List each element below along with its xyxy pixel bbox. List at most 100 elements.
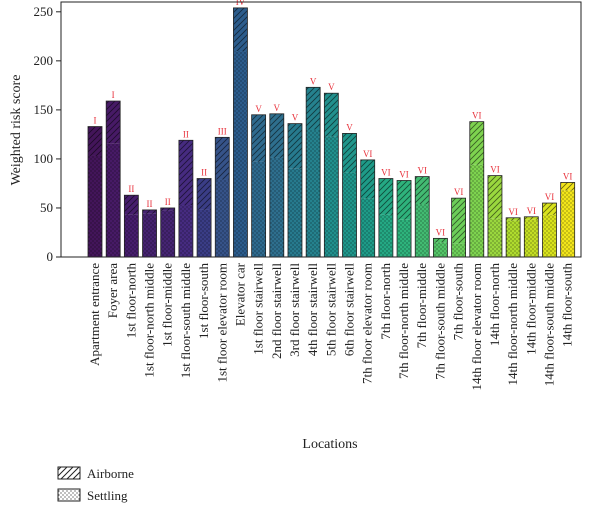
x-axis-title: Locations [302, 437, 357, 452]
plot-frame [60, 1, 582, 258]
bar-group: III [214, 126, 230, 258]
bar-group: II [160, 197, 176, 258]
x-tick-label: 14th floor elevator room [469, 263, 484, 390]
legend: Airborne Settling [57, 466, 134, 503]
risk-level-label: V [328, 82, 335, 92]
bar-airborne-texture [415, 176, 430, 205]
x-tick-label: 14th floor-middle [523, 263, 538, 355]
bar-settling-texture [215, 179, 230, 257]
x-tick-label: 1st floor-middle [160, 263, 175, 347]
x-tick-label: 4th floor stairwell [305, 263, 320, 357]
bar-group: VI [469, 111, 485, 258]
bar-group: VI [542, 192, 557, 258]
bar-airborne-texture [360, 159, 375, 199]
bar-group: IV [233, 0, 248, 258]
risk-level-label: V [346, 122, 353, 132]
risk-level-label: VI [436, 227, 446, 237]
bar-settling-texture [451, 243, 466, 257]
y-tick-label: 150 [34, 102, 54, 117]
risk-level-label: V [292, 113, 299, 123]
bar-settling-texture [178, 205, 193, 257]
bar-airborne-texture [397, 180, 412, 220]
bar-group: VI [360, 149, 376, 258]
risk-level-label: VI [381, 168, 391, 178]
x-tick-label: 1st floor stairwell [251, 263, 266, 355]
bar-settling-texture [142, 213, 157, 257]
y-axis-title: Weighted risk score [9, 75, 24, 186]
bar-airborne-texture [215, 137, 230, 180]
risk-level-label: II [201, 168, 207, 178]
bar-settling-texture [433, 242, 448, 257]
risk-level-label: II [128, 184, 134, 194]
bar-airborne-texture [506, 217, 521, 221]
x-tick-label: 7th floor elevator room [360, 263, 375, 384]
risk-level-label: IV [236, 0, 246, 7]
bar-airborne-texture [306, 87, 321, 130]
x-tick-label: 1st floor-south [196, 263, 211, 339]
bar-settling-texture [88, 155, 102, 257]
bar-settling-texture [160, 210, 175, 257]
bar-airborne-texture [378, 178, 393, 215]
risk-level-label: II [147, 199, 153, 209]
bar-group: V [323, 82, 339, 258]
bar-settling-texture [106, 143, 121, 257]
bar-group: VI [378, 168, 394, 258]
bar-group: I [105, 90, 121, 258]
x-tick-label: 14th floor-north [487, 263, 502, 347]
risk-level-label: I [112, 90, 115, 100]
bar-settling-texture [342, 172, 357, 257]
y-tick-label: 0 [47, 249, 54, 264]
bar-group: II [196, 168, 212, 258]
legend-label-airborne: Airborne [87, 466, 134, 481]
bar-group: VI [523, 206, 539, 258]
legend-swatch-airborne [57, 466, 81, 480]
y-tick-label: 250 [34, 4, 54, 19]
legend-swatch-settling [57, 488, 81, 502]
bar-group: II [123, 184, 139, 258]
y-tick-label: 100 [34, 151, 54, 166]
bar-airborne-texture [142, 209, 157, 214]
x-tick-label: Elevator car [232, 262, 247, 326]
bar-airborne-texture [269, 113, 284, 158]
bar-group: VI [451, 187, 467, 258]
risk-level-label: I [94, 116, 97, 126]
bar-group: II [178, 129, 194, 258]
risk-level-label: VI [417, 166, 427, 176]
bar-group: VI [560, 171, 576, 258]
bar-settling-texture [306, 129, 321, 257]
bar-settling-texture [524, 219, 539, 257]
bar-settling-texture [487, 218, 502, 257]
bar-settling-texture [560, 190, 575, 257]
x-axis: Apartment entrance Foyer area 1st floor-no… [87, 262, 575, 390]
bar-settling-texture [197, 209, 212, 257]
bar-group: VI [396, 170, 412, 258]
risk-level-label: III [218, 126, 227, 136]
bar-airborne-texture [487, 175, 502, 219]
x-tick-label: 7th floor-middle [414, 263, 429, 349]
x-tick-label: 7th floor-north middle [396, 263, 411, 379]
x-tick-label: 14th floor-south middle [542, 263, 557, 386]
bar-group: V [287, 113, 303, 258]
x-tick-label: 14th floor-north middle [505, 263, 520, 386]
bar-airborne-texture [160, 207, 175, 211]
bar-airborne-texture [106, 101, 121, 144]
risk-level-label: V [255, 104, 262, 114]
bar-settling-texture [506, 220, 521, 257]
bar-settling-texture [324, 136, 339, 257]
bar-airborne-texture [542, 203, 557, 215]
x-tick-label: 7th floor-south [451, 263, 466, 341]
risk-level-label: VI [490, 165, 500, 175]
x-tick-label: 14th floor-south [560, 263, 575, 347]
risk-level-label: VI [508, 207, 518, 217]
bar-airborne-texture [124, 195, 139, 215]
bar-group: VI [487, 165, 503, 258]
bar-settling-texture [469, 164, 484, 257]
bar-airborne-texture [88, 126, 102, 156]
risk-level-label: VI [563, 171, 573, 181]
x-tick-label: 6th floor stairwell [342, 263, 357, 357]
bar-settling-texture [378, 214, 393, 257]
bar-settling-texture [360, 198, 375, 257]
x-tick-label: Apartment entrance [87, 263, 102, 366]
